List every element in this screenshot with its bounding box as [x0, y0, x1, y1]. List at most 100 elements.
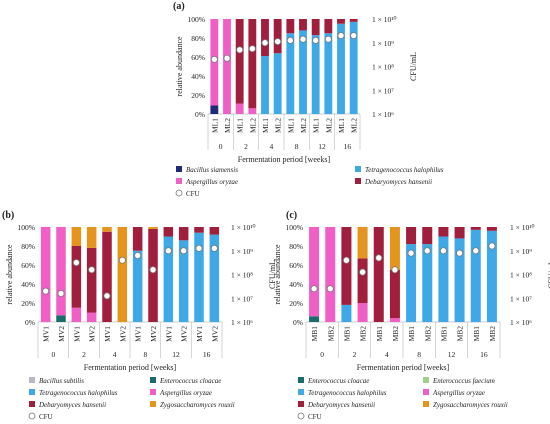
y2-tick-label: 1 × 10⁸ [510, 271, 532, 280]
bar-segment [349, 19, 358, 22]
group-label: 0 [219, 142, 223, 151]
legend-swatch [29, 377, 35, 383]
legend-label: Tetragenococcus halophilus [365, 166, 444, 174]
group-label: 2 [244, 142, 248, 151]
cfu-point [180, 247, 188, 255]
group-label: 12 [172, 350, 180, 359]
category-label: MB1 [439, 326, 448, 342]
bar-segment [194, 232, 204, 322]
group-label: 12 [318, 142, 326, 151]
bar-segment [486, 227, 497, 231]
legend-swatch [150, 389, 156, 395]
group-label: 16 [480, 350, 488, 359]
group-label: 8 [417, 350, 421, 359]
bar-segment [486, 230, 497, 322]
category-label: ML1 [312, 118, 321, 133]
bar-segment [286, 19, 295, 34]
category-label: ML2 [350, 118, 359, 133]
y-tick-label: 60% [289, 261, 303, 270]
bar-segment [56, 315, 66, 322]
category-label: ML1 [236, 118, 245, 133]
legend-label: CFU [186, 190, 200, 198]
category-label: MB1 [310, 326, 319, 342]
bar-segment [341, 227, 352, 305]
bar-segment [102, 227, 112, 232]
bar-segment [309, 316, 320, 322]
cfu-point [210, 244, 218, 252]
bar-segment [178, 240, 189, 322]
group-label: 2 [353, 350, 357, 359]
legend-label: Bacillus subtilis [39, 377, 84, 385]
category-label: ML1 [286, 118, 295, 133]
cfu-point [407, 249, 415, 257]
group-label: 12 [448, 350, 456, 359]
y-tick-label: 60% [191, 53, 205, 62]
category-label: MB1 [342, 326, 351, 342]
bar-segment [248, 108, 257, 114]
bar-segment [422, 244, 433, 322]
cfu-point [248, 45, 256, 53]
group-label: 16 [344, 142, 352, 151]
panel-label: (a) [173, 1, 185, 12]
panel-c-chart: (c) 0% 20% 40% 60% 80% 100% 1 × 10⁶ 1 × 10⁷ 1 × 1… [273, 210, 550, 421]
cfu-point [439, 247, 447, 255]
category-label: MB2 [326, 326, 335, 342]
y2-tick-label: 1 × 10¹⁰ [372, 15, 397, 24]
cfu-point [350, 32, 358, 40]
bar-segment [86, 227, 97, 248]
category-label: MV1 [164, 326, 173, 342]
category-label: MB2 [423, 326, 432, 342]
bar-segment [373, 227, 384, 322]
y-tick-label: 80% [191, 34, 205, 43]
legend-swatch [423, 401, 429, 407]
category-label: ML2 [324, 118, 333, 133]
y2-tick-label: 1 × 10⁹ [510, 247, 532, 256]
y2-tick-label: 1 × 10⁶ [231, 318, 253, 327]
legend-label: Zygosaccharomyces rouxii [160, 401, 235, 409]
group-label: 2 [82, 350, 86, 359]
cfu-point [324, 35, 332, 43]
bar-segment [299, 19, 307, 31]
y2-tick-label: 1 × 10⁹ [372, 39, 394, 48]
legend-label: Tetragenococcus halophilus [308, 389, 387, 397]
y2-tick-label: 1 × 10⁹ [231, 247, 253, 256]
bar-segment [389, 269, 400, 319]
bar-segment [194, 227, 204, 233]
y-axis-title: relative abundance [175, 36, 184, 97]
y-tick-label: 0% [25, 318, 35, 327]
bar-segment [349, 21, 358, 115]
group-label: 8 [295, 142, 299, 151]
category-label: MV1 [134, 326, 143, 342]
x-axis-title: Fermentation period [weeks] [357, 363, 450, 372]
legend-swatch [29, 401, 35, 407]
category-label: MV2 [88, 326, 97, 342]
cfu-point [261, 39, 269, 47]
bar-segment [470, 227, 481, 230]
y-tick-label: 80% [21, 242, 35, 251]
bar-segment [71, 246, 82, 308]
y-tick-label: 40% [289, 280, 303, 289]
bar-segment [209, 227, 220, 235]
y2-tick-label: 1 × 10⁸ [372, 63, 394, 72]
legend-swatch [176, 166, 182, 172]
bar-segment [132, 227, 143, 251]
y-tick-label: 40% [21, 280, 35, 289]
bar-segment [235, 103, 244, 114]
y-tick-label: 40% [191, 72, 205, 81]
cfu-point [223, 54, 231, 62]
category-label: MV1 [195, 326, 204, 342]
category-label: MV1 [72, 326, 81, 342]
bar-segment [56, 227, 66, 316]
bar-segment [311, 19, 320, 36]
legend-swatch [423, 377, 429, 383]
bar-segment [357, 303, 368, 322]
legend-label: CFU [39, 413, 53, 421]
x-axis-title: Fermentation period [weeks] [84, 363, 177, 372]
y-tick-label: 20% [289, 299, 303, 308]
category-label: ML2 [248, 118, 257, 133]
bar-segment [470, 229, 481, 322]
legend-label: Tetragenococcus halophilus [39, 389, 118, 397]
legend-label: Enterococcus faecium [432, 377, 495, 385]
legend-label: Zygosaccharomyces rouxii [433, 401, 508, 409]
category-label: MV1 [103, 326, 112, 342]
